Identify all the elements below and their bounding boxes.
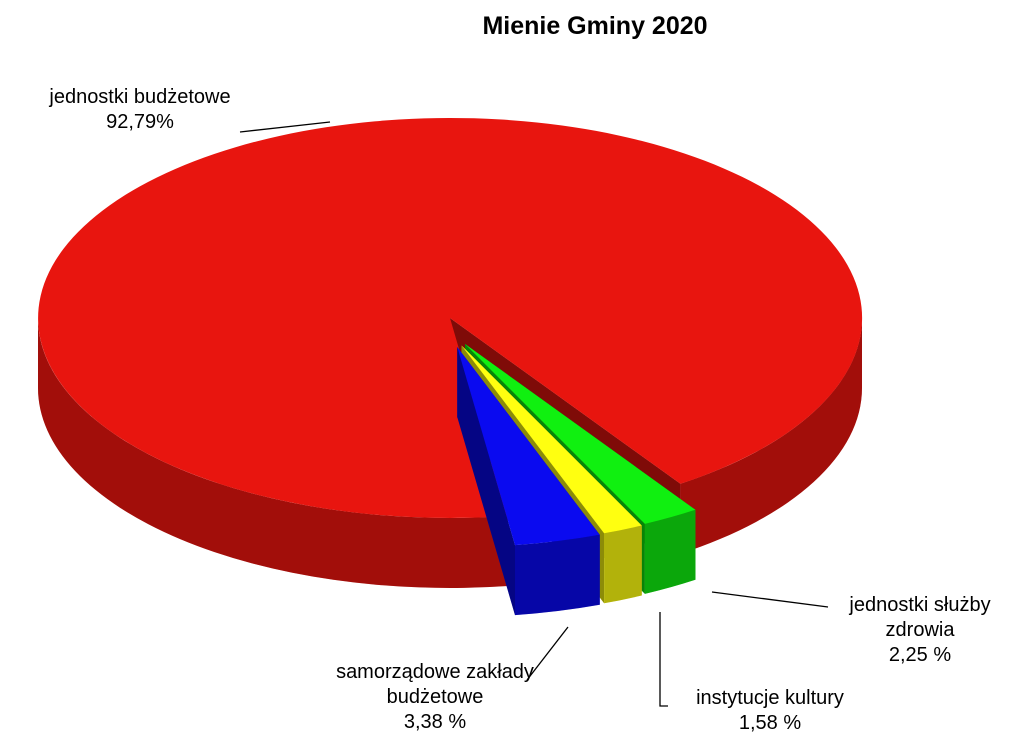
chart-title: Mienie Gminy 2020 (482, 12, 708, 40)
leader-line (711, 591, 829, 608)
slice-side (644, 509, 696, 594)
slice-side (515, 534, 600, 616)
slice-shade (644, 509, 696, 594)
category-label: jednostki budżetowe (49, 86, 231, 108)
leader-line (239, 121, 331, 133)
slice-shade (38, 318, 508, 588)
slice-shade (680, 318, 862, 554)
slice (465, 344, 696, 524)
slice-shade (457, 347, 515, 616)
leader-line (526, 626, 569, 681)
value-label: 2,25 % (888, 644, 952, 666)
slice-shade (604, 525, 642, 604)
slice-side (604, 525, 642, 604)
slice-label: instytucje kultury 1,58 % (665, 686, 875, 736)
value-label: 3,38 % (403, 711, 467, 733)
category-label: instytucje kultury (696, 687, 844, 709)
slice-cut (457, 347, 515, 616)
slice (457, 347, 600, 546)
leader-line (659, 612, 668, 707)
slice (461, 345, 642, 534)
slice-side (38, 318, 508, 588)
slice-label: samorządowe zakłady budżetowe 3,38 % (320, 660, 550, 735)
category-label: jednostki służby zdrowia (849, 594, 991, 641)
slice (38, 117, 863, 518)
slice-side (680, 318, 862, 554)
category-label: samorządowe zakłady budżetowe (336, 661, 534, 708)
leader-lines (239, 121, 829, 707)
slice-label: jednostki budżetowe 92,79% (40, 85, 240, 135)
slice-label: jednostki służby zdrowia 2,25 % (820, 593, 1020, 668)
value-label: 1,58 % (738, 712, 802, 734)
slice-shade (515, 534, 600, 616)
value-label: 92,79% (106, 111, 174, 133)
slices (38, 117, 863, 616)
